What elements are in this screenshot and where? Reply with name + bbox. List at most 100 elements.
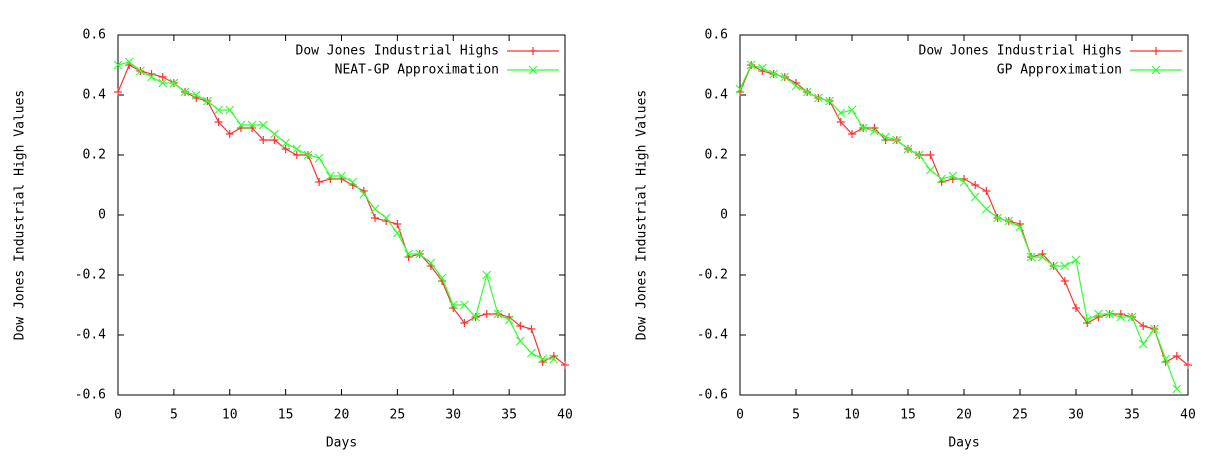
legend-label: NEAT-GP Approximation [335,63,499,78]
y-axis-label: Dow Jones Industrial High Values [635,90,650,340]
point-marker [124,57,134,67]
point-marker [270,129,279,139]
point-marker [515,336,525,346]
legend-marker [529,47,537,55]
x-tick-label: 40 [557,408,573,423]
point-marker [1149,324,1159,334]
y-tick-label: 0.6 [83,28,106,43]
point-marker [214,105,223,115]
point-marker [158,73,167,81]
point-marker [791,81,801,91]
x-tick-label: 10 [844,408,860,423]
point-marker [925,165,935,175]
point-marker [561,361,569,369]
point-marker [527,325,536,333]
point-marker [359,189,369,199]
point-marker [225,130,234,138]
x-tick-label: 5 [170,408,178,423]
point-marker [881,132,891,142]
legend-marker [1152,47,1160,55]
point-marker [847,105,857,115]
y-tick-label: -0.6 [697,388,728,403]
x-tick-label: 20 [334,408,350,423]
point-marker [948,171,958,181]
point-marker [426,258,436,268]
y-tick-label: -0.6 [75,388,106,403]
point-marker [370,204,380,214]
x-tick-label: 20 [956,408,972,423]
point-marker [903,144,913,154]
point-marker [1015,222,1025,232]
point-marker [836,118,845,126]
point-marker [869,126,879,136]
y-tick-label: -0.4 [75,328,106,343]
point-marker [292,151,301,159]
point-marker [325,171,335,181]
point-marker [516,322,525,330]
y-tick-label: -0.2 [75,268,106,283]
series-line [739,64,1178,390]
point-marker [225,105,235,115]
point-marker [169,78,179,88]
y-tick-label: 0.6 [705,28,728,43]
point-marker [135,66,145,76]
point-marker [437,273,447,283]
point-marker [858,123,868,133]
point-marker [214,118,223,126]
point-marker [892,135,902,145]
x-axis-label: Days [326,436,357,451]
point-marker [735,84,745,94]
y-tick-label: -0.4 [697,328,728,343]
x-tick-label: 0 [736,408,744,423]
point-marker [982,187,991,195]
x-axis-label: Days [948,436,979,451]
point-marker [348,177,358,187]
point-marker [970,192,980,202]
legend-label: GP Approximation [997,63,1122,78]
x-tick-label: 30 [1068,408,1084,423]
point-marker [236,120,246,130]
point-marker [1116,312,1126,322]
point-marker [1161,354,1171,364]
x-tick-label: 35 [501,408,517,423]
point-marker [1172,384,1182,394]
point-marker [1082,315,1092,325]
y-tick-label: 0.2 [83,148,106,163]
point-marker [1026,252,1036,262]
point-marker [538,354,548,364]
point-marker [959,177,969,187]
point-marker [1105,309,1115,319]
x-tick-label: 25 [390,408,406,423]
point-marker [504,315,514,325]
point-marker [392,228,402,238]
point-marker [549,354,559,364]
point-marker [1049,261,1059,271]
point-marker [281,145,290,153]
legend-marker [528,65,538,75]
point-marker [1172,352,1181,360]
x-tick-label: 30 [445,408,461,423]
point-marker [746,60,756,70]
point-marker [1004,216,1014,226]
point-marker [460,319,469,327]
point-marker [757,63,767,73]
x-tick-label: 35 [1124,408,1140,423]
point-marker [1184,361,1192,369]
point-marker [158,78,168,88]
point-marker [1138,339,1148,349]
point-marker [471,312,481,322]
x-tick-label: 5 [792,408,800,423]
series-line [117,64,566,366]
point-marker [371,214,380,222]
y-tick-label: 0 [720,208,728,223]
point-marker [381,213,391,223]
x-tick-label: 25 [1012,408,1028,423]
legend-label: Dow Jones Industrial Highs [919,44,1123,59]
point-marker [1037,252,1047,262]
point-marker [114,88,122,96]
point-marker [981,204,991,214]
point-marker [281,138,291,148]
point-marker [493,309,503,319]
y-tick-label: 0.4 [705,88,729,103]
